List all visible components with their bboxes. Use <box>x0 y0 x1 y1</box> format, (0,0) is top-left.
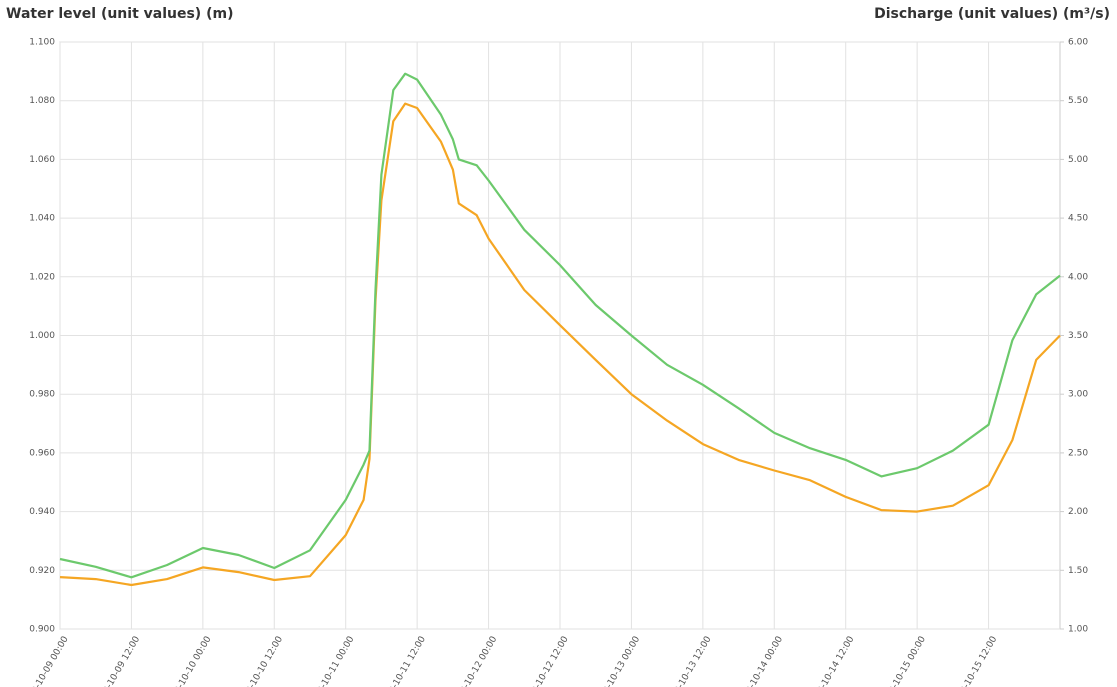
y-tick-label: 1.040 <box>29 214 55 224</box>
x-tick-label: 2023-10-10 12:00 <box>236 635 285 687</box>
x-tick-label: 2023-10-11 12:00 <box>379 635 428 687</box>
x-tick-label: 2023-10-14 00:00 <box>736 635 785 687</box>
y-tick-label: 1.060 <box>29 155 55 165</box>
x-tick-label: 2023-10-15 12:00 <box>950 635 999 687</box>
y2-tick-label: 1.00 <box>1068 625 1088 635</box>
y-tick-label: 0.900 <box>29 625 55 635</box>
y2-tick-label: 4.00 <box>1068 272 1088 282</box>
x-tick-label: 2023-10-09 00:00 <box>22 635 71 687</box>
y-tick-label: 0.960 <box>29 448 55 458</box>
x-tick-label: 2023-10-11 00:00 <box>307 635 356 687</box>
y2-tick-label: 6.00 <box>1068 38 1088 48</box>
series-line <box>59 72 1061 579</box>
y-tick-label: 0.920 <box>29 566 55 576</box>
x-tick-label: 2023-10-15 00:00 <box>879 635 928 687</box>
y-tick-label: 1.000 <box>29 331 55 341</box>
y2-tick-label: 1.50 <box>1068 566 1088 576</box>
x-tick-label: 2023-10-09 12:00 <box>93 635 142 687</box>
x-tick-label: 2023-10-13 12:00 <box>664 635 713 687</box>
y-tick-label: 0.940 <box>29 507 55 517</box>
y2-tick-label: 3.50 <box>1068 331 1088 341</box>
x-tick-label: 2023-10-12 12:00 <box>522 635 571 687</box>
y-tick-label: 0.980 <box>29 390 55 400</box>
y2-tick-label: 5.00 <box>1068 155 1088 165</box>
y2-axis-title: Discharge (unit values) (m³/s) <box>874 6 1110 22</box>
x-tick-label: 2023-10-10 00:00 <box>164 635 213 687</box>
y-tick-label: 1.020 <box>29 272 55 282</box>
y2-tick-label: 2.50 <box>1068 448 1088 458</box>
series-line <box>59 102 1061 587</box>
x-tick-label: 2023-10-12 00:00 <box>450 635 499 687</box>
y-tick-label: 1.080 <box>29 96 55 106</box>
y2-tick-label: 5.50 <box>1068 96 1088 106</box>
y-axis-title: Water level (unit values) (m) <box>6 6 233 22</box>
x-tick-label: 2023-10-13 00:00 <box>593 635 642 687</box>
y2-tick-label: 2.00 <box>1068 507 1088 517</box>
y-tick-label: 1.100 <box>29 38 55 48</box>
y2-tick-label: 3.00 <box>1068 390 1088 400</box>
y2-tick-label: 4.50 <box>1068 214 1088 224</box>
x-tick-label: 2023-10-14 12:00 <box>807 635 856 687</box>
